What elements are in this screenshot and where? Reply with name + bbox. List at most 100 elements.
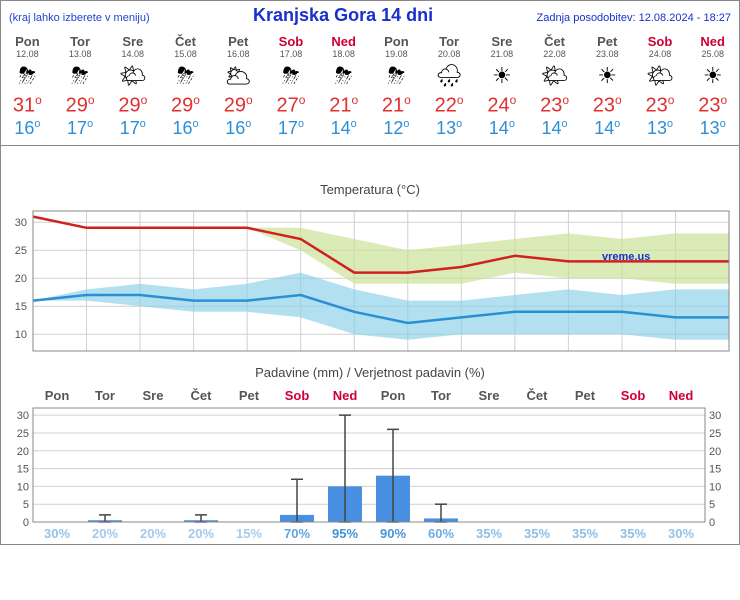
temp-low: 12o (370, 118, 423, 139)
temp-high: 22o (423, 93, 476, 118)
day-name: Sob (634, 34, 687, 49)
weather-icon: 🌥 (212, 59, 265, 93)
day-column: Čet15.08⛈29o16o (159, 30, 212, 143)
svg-text:Pet: Pet (239, 388, 260, 403)
svg-text:Pet: Pet (575, 388, 596, 403)
temp-high: 29o (106, 93, 159, 118)
day-column: Ned25.08☀23o13o (686, 30, 739, 143)
svg-text:Sob: Sob (285, 388, 310, 403)
day-date: 25.08 (686, 49, 739, 59)
precipitation-chart: 005510101515202025253030PonTorSreČetPetS… (1, 384, 739, 544)
svg-text:20%: 20% (140, 526, 166, 541)
weather-icon: ☀ (686, 59, 739, 93)
temp-high: 29o (159, 93, 212, 118)
svg-text:Čet: Čet (527, 388, 549, 403)
day-date: 21.08 (475, 49, 528, 59)
svg-text:30: 30 (15, 217, 27, 229)
svg-text:Čet: Čet (191, 388, 213, 403)
day-name: Pet (212, 34, 265, 49)
svg-text:30%: 30% (44, 526, 70, 541)
day-name: Sre (106, 34, 159, 49)
forecast-row: Pon12.08⛈31o16oTor13.08⛈29o17oSre14.08🌤2… (1, 30, 739, 143)
temp-low: 14o (475, 118, 528, 139)
day-name: Tor (423, 34, 476, 49)
temp-high: 27o (265, 93, 318, 118)
svg-text:Pon: Pon (45, 388, 70, 403)
temp-low: 13o (423, 118, 476, 139)
temp-low: 16o (212, 118, 265, 139)
day-date: 14.08 (106, 49, 159, 59)
temp-low: 16o (159, 118, 212, 139)
svg-text:5: 5 (23, 499, 29, 511)
temp-high: 29o (54, 93, 107, 118)
day-name: Pon (1, 34, 54, 49)
temp-low: 14o (317, 118, 370, 139)
svg-text:60%: 60% (428, 526, 454, 541)
svg-text:20: 20 (709, 445, 721, 457)
day-column: Sre21.08☀24o14o (475, 30, 528, 143)
temp-low: 16o (1, 118, 54, 139)
svg-text:15: 15 (709, 463, 721, 475)
weather-icon: ☀ (581, 59, 634, 93)
weather-icon: ⛈ (265, 59, 318, 93)
temp-high: 21o (370, 93, 423, 118)
svg-text:5: 5 (709, 499, 715, 511)
day-date: 17.08 (265, 49, 318, 59)
weather-icon: ⛈ (54, 59, 107, 93)
weather-icon: 🌤 (528, 59, 581, 93)
svg-text:20: 20 (17, 445, 29, 457)
svg-text:25: 25 (709, 428, 721, 440)
temp-high: 29o (212, 93, 265, 118)
temp-high: 23o (581, 93, 634, 118)
temp-low: 17o (106, 118, 159, 139)
day-column: Pet16.08🌥29o16o (212, 30, 265, 143)
svg-text:15: 15 (15, 301, 27, 313)
weather-icon: 🌧 (423, 59, 476, 93)
day-name: Ned (317, 34, 370, 49)
day-column: Pet23.08☀23o14o (581, 30, 634, 143)
day-date: 19.08 (370, 49, 423, 59)
svg-text:0: 0 (23, 517, 29, 529)
day-column: Čet22.08🌤23o14o (528, 30, 581, 143)
svg-text:Sob: Sob (621, 388, 646, 403)
weather-icon: ⛈ (1, 59, 54, 93)
temp-high: 23o (634, 93, 687, 118)
day-name: Pet (581, 34, 634, 49)
temp-low: 14o (581, 118, 634, 139)
day-name: Tor (54, 34, 107, 49)
day-column: Ned18.08⛈21o14o (317, 30, 370, 143)
last-updated: Zadnja posodobitev: 12.08.2024 - 18:27 (537, 12, 731, 24)
day-date: 12.08 (1, 49, 54, 59)
day-column: Tor13.08⛈29o17o (54, 30, 107, 143)
svg-text:Sre: Sre (479, 388, 500, 403)
temp-low: 13o (686, 118, 739, 139)
svg-text:95%: 95% (332, 526, 358, 541)
divider (1, 145, 739, 146)
weather-icon: ⛈ (159, 59, 212, 93)
weather-icon: ☀ (475, 59, 528, 93)
svg-text:70%: 70% (284, 526, 310, 541)
day-column: Sob17.08⛈27o17o (265, 30, 318, 143)
svg-text:30: 30 (709, 410, 721, 422)
day-date: 22.08 (528, 49, 581, 59)
day-column: Tor20.08🌧22o13o (423, 30, 476, 143)
day-name: Sob (265, 34, 318, 49)
svg-text:Ned: Ned (333, 388, 358, 403)
svg-text:15: 15 (17, 463, 29, 475)
temp-low: 14o (528, 118, 581, 139)
day-date: 15.08 (159, 49, 212, 59)
temp-high: 31o (1, 93, 54, 118)
temp-chart-title: Temperatura (°C) (1, 178, 739, 201)
temp-low: 17o (54, 118, 107, 139)
day-name: Ned (686, 34, 739, 49)
svg-text:0: 0 (709, 517, 715, 529)
watermark: vreme.us (602, 251, 650, 263)
precip-chart-title: Padavine (mm) / Verjetnost padavin (%) (1, 361, 739, 384)
temp-high: 23o (528, 93, 581, 118)
weather-icon: 🌤 (106, 59, 159, 93)
temperature-chart: 1015202530 (1, 201, 739, 361)
temp-low: 13o (634, 118, 687, 139)
temp-high: 23o (686, 93, 739, 118)
day-name: Čet (528, 34, 581, 49)
menu-hint[interactable]: (kraj lahko izberete v meniju) (9, 12, 150, 24)
